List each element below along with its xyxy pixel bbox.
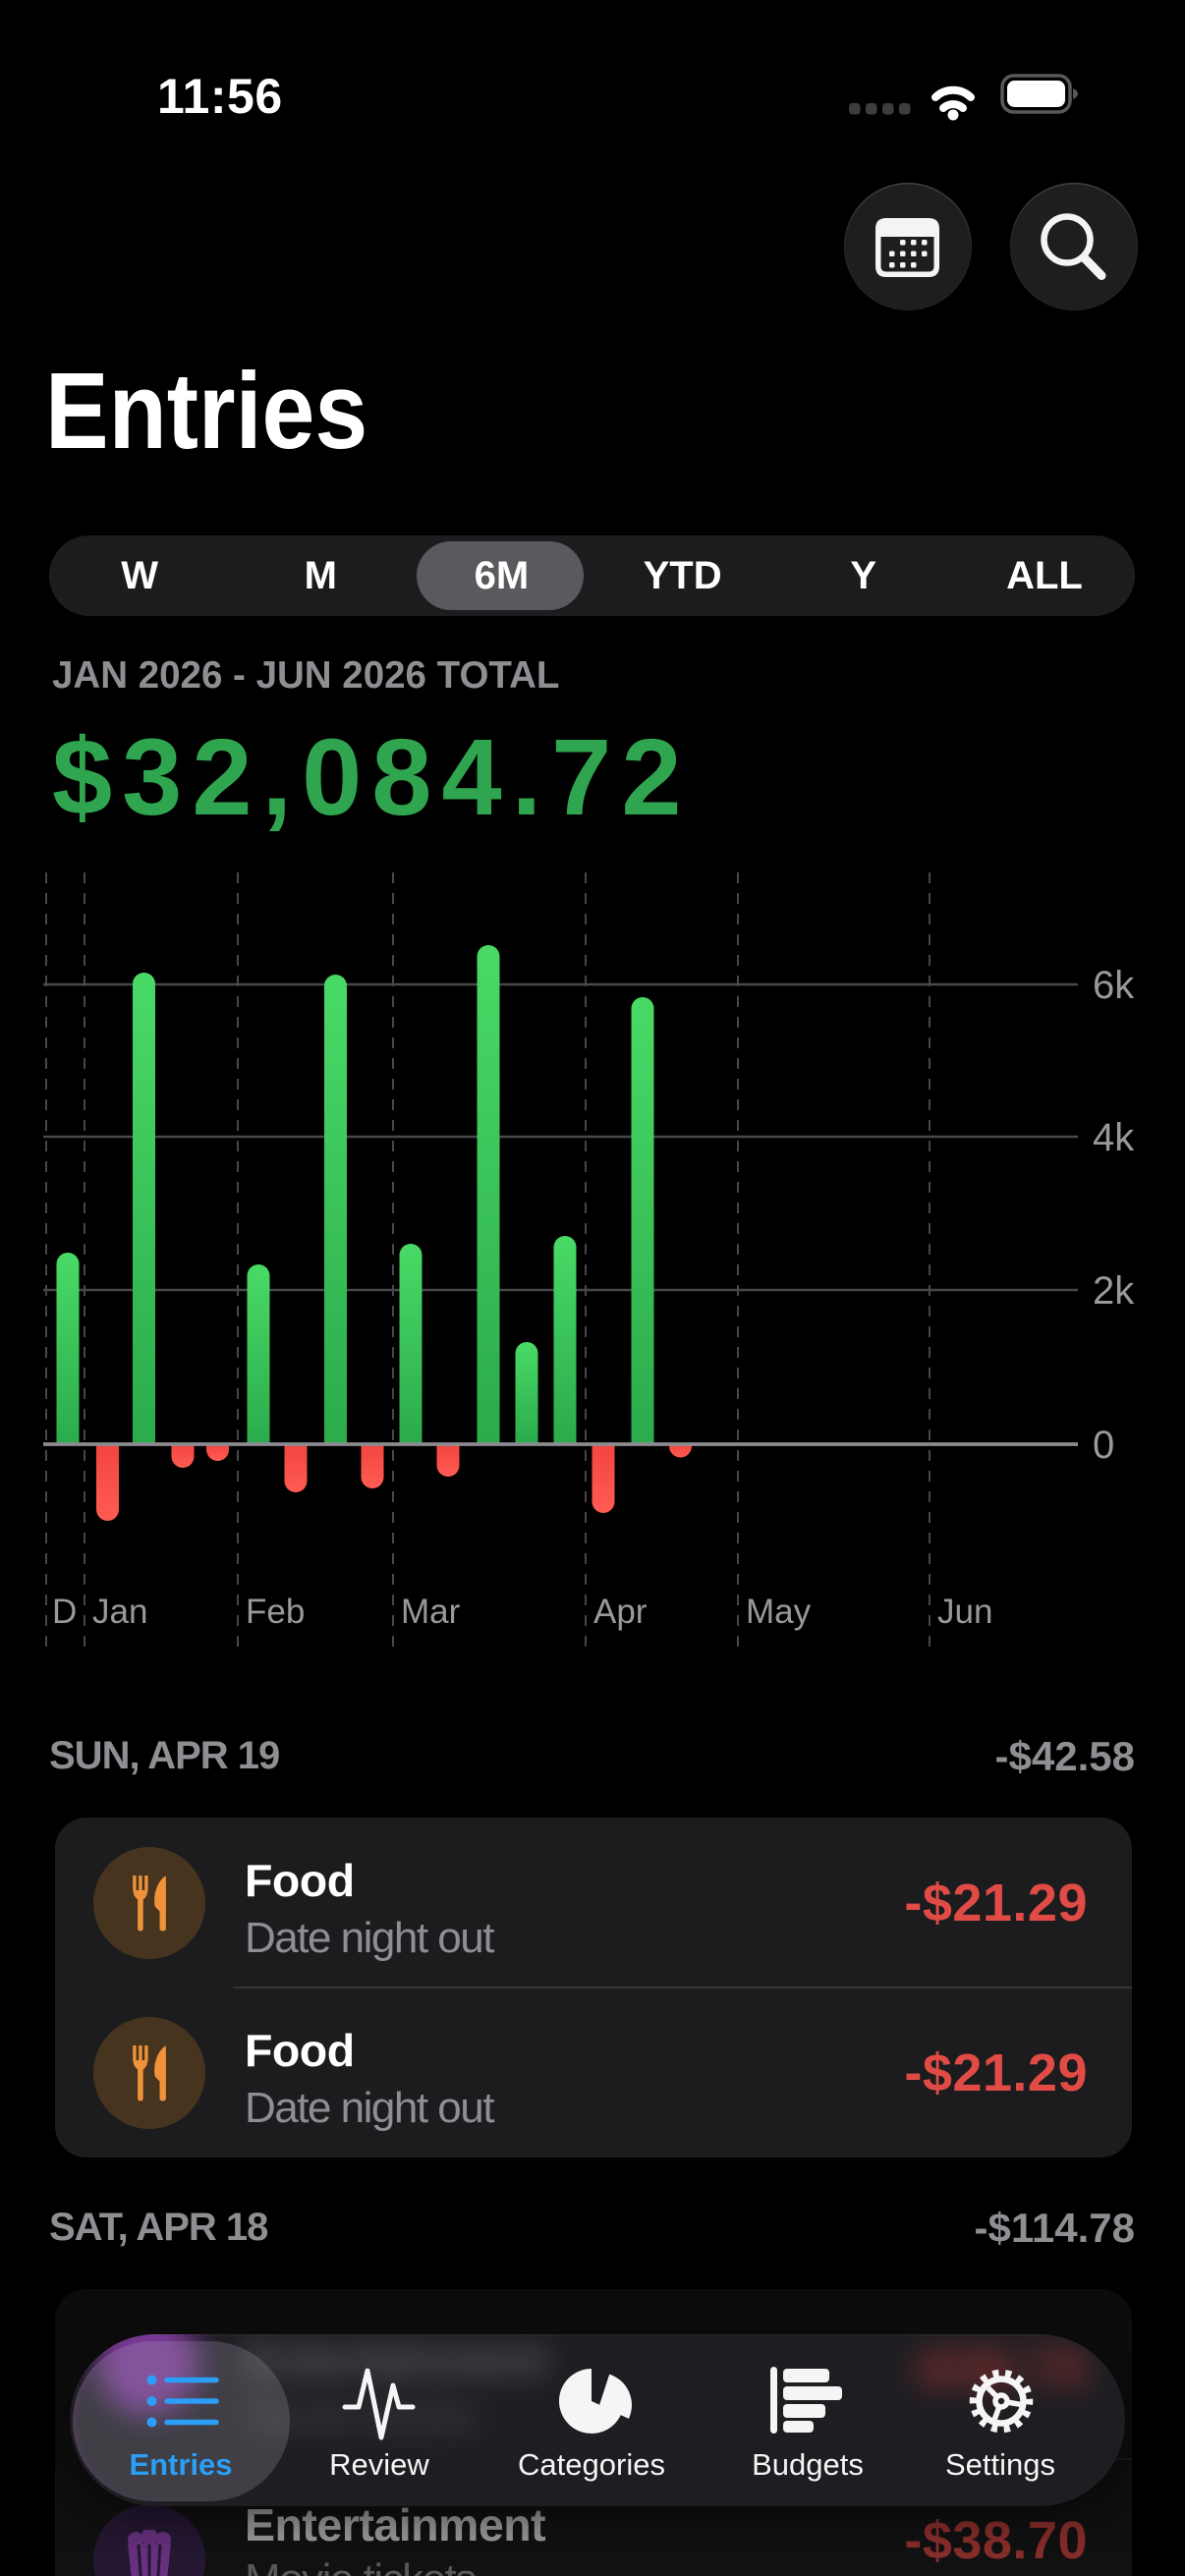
svg-text:6k: 6k xyxy=(1093,964,1135,1007)
svg-text:May: May xyxy=(746,1593,812,1631)
svg-text:Mar: Mar xyxy=(401,1593,461,1631)
svg-text:2k: 2k xyxy=(1093,1269,1135,1313)
svg-text:Jan: Jan xyxy=(92,1593,147,1631)
svg-text:4k: 4k xyxy=(1093,1116,1135,1159)
svg-text:D: D xyxy=(52,1593,77,1631)
svg-text:0: 0 xyxy=(1093,1424,1114,1467)
svg-text:Jun: Jun xyxy=(937,1593,992,1631)
svg-text:Apr: Apr xyxy=(593,1593,648,1631)
svg-text:Feb: Feb xyxy=(246,1593,305,1631)
